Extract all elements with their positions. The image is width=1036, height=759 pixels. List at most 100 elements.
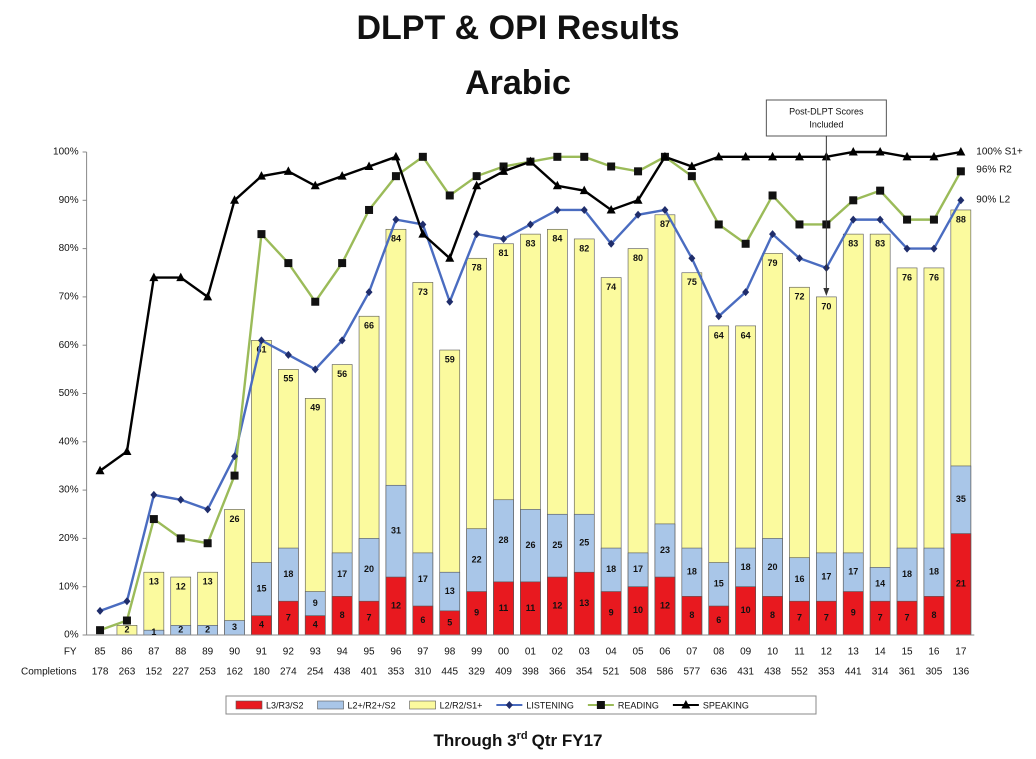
bar-label: 12: [660, 600, 670, 610]
marker: [902, 151, 912, 161]
bar-label: 6: [716, 615, 721, 625]
marker: [257, 336, 265, 345]
bar-label: 12: [391, 600, 401, 610]
x-tick-label: 85: [94, 647, 106, 658]
bar-label: 13: [149, 577, 159, 587]
bar-label: 22: [472, 555, 482, 565]
marker: [499, 166, 509, 175]
marker: [929, 151, 939, 161]
marker: [122, 616, 131, 625]
bar-label: 13: [203, 577, 213, 587]
marker: [634, 210, 642, 219]
marker: [473, 230, 481, 239]
x-tick-label: 98: [444, 647, 456, 658]
completions: 178: [92, 667, 109, 678]
marker: [337, 171, 347, 180]
bar-label: 13: [445, 586, 455, 596]
bar-label: 7: [797, 612, 802, 622]
completions: 254: [307, 667, 324, 678]
legend-label: L3/R3/S2: [266, 700, 304, 710]
bar-label: 28: [499, 535, 509, 545]
completions: 508: [630, 667, 647, 678]
marker: [149, 272, 159, 282]
marker: [122, 446, 132, 455]
completions: 441: [845, 667, 862, 678]
marker: [418, 152, 427, 161]
marker: [338, 336, 346, 345]
completions: 152: [146, 667, 163, 678]
footer-sup: rd: [517, 730, 528, 742]
marker: [230, 471, 239, 480]
bar-label: 8: [931, 610, 936, 620]
marker: [284, 350, 292, 359]
marker: [418, 229, 428, 238]
marker: [257, 230, 266, 239]
marker: [956, 167, 965, 176]
bar-label: 64: [714, 330, 724, 340]
bar-label: 78: [472, 263, 482, 273]
bar-label: 84: [391, 234, 401, 244]
legend-swatch: [409, 700, 436, 710]
bar-label: 23: [660, 545, 670, 555]
bar-label: 20: [768, 562, 778, 572]
marker: [472, 180, 482, 190]
bar-label: 18: [741, 562, 751, 572]
x-tick-label: 01: [525, 647, 537, 658]
marker: [741, 151, 751, 161]
x-tick-label: 90: [229, 647, 241, 658]
marker: [149, 515, 158, 524]
y-tick-label: 30%: [59, 485, 79, 496]
bar-label: 18: [283, 569, 293, 579]
marker: [661, 205, 669, 214]
bar-label: 18: [929, 567, 939, 577]
marker: [391, 172, 400, 181]
completions: 354: [576, 667, 593, 678]
x-tick-label: 05: [632, 647, 644, 658]
completions: 263: [119, 667, 136, 678]
legend-label: L2+/R2+/S2: [348, 700, 396, 710]
bar-label: 73: [418, 287, 428, 297]
marker: [552, 180, 562, 190]
bar-label: 83: [848, 238, 858, 248]
bar-label: 9: [851, 608, 856, 618]
x-tick-label: 02: [552, 647, 564, 658]
x-tick-label: 12: [821, 647, 833, 658]
bar-label: 7: [824, 612, 829, 622]
completions: 253: [199, 667, 216, 678]
bar-label: 17: [337, 569, 347, 579]
marker: [176, 272, 186, 282]
bar-label: 18: [606, 564, 616, 574]
marker: [553, 152, 562, 161]
marker: [364, 161, 374, 170]
marker: [580, 152, 589, 161]
footer-text: Qtr FY17: [532, 731, 603, 750]
bar-label: 1: [151, 627, 156, 637]
bar-label: 81: [499, 248, 509, 258]
bar-label: 11: [499, 603, 509, 613]
marker: [419, 220, 427, 229]
marker: [956, 147, 966, 156]
bar-label: 76: [902, 272, 912, 282]
end-label: 96% R2: [976, 165, 1012, 176]
completions: 353: [388, 667, 405, 678]
bar-label: 16: [794, 574, 804, 584]
marker: [472, 172, 481, 181]
marker: [876, 186, 885, 195]
marker: [150, 490, 158, 499]
bar-label: 17: [418, 574, 428, 584]
marker: [203, 291, 213, 301]
x-tick-label: 95: [363, 647, 375, 658]
bar-label: 76: [929, 272, 939, 282]
bar-label: 6: [420, 615, 425, 625]
marker: [714, 220, 723, 229]
marker: [795, 220, 804, 229]
x-tick-label: 96: [390, 647, 402, 658]
bar-label: 3: [232, 622, 237, 632]
marker: [256, 171, 266, 180]
y-tick-label: 70%: [59, 292, 79, 303]
x-tick-label: 91: [256, 647, 268, 658]
y-tick-label: 60%: [59, 340, 79, 351]
bar-label: 84: [552, 234, 562, 244]
bar-label: 10: [633, 605, 643, 615]
marker: [204, 505, 212, 514]
